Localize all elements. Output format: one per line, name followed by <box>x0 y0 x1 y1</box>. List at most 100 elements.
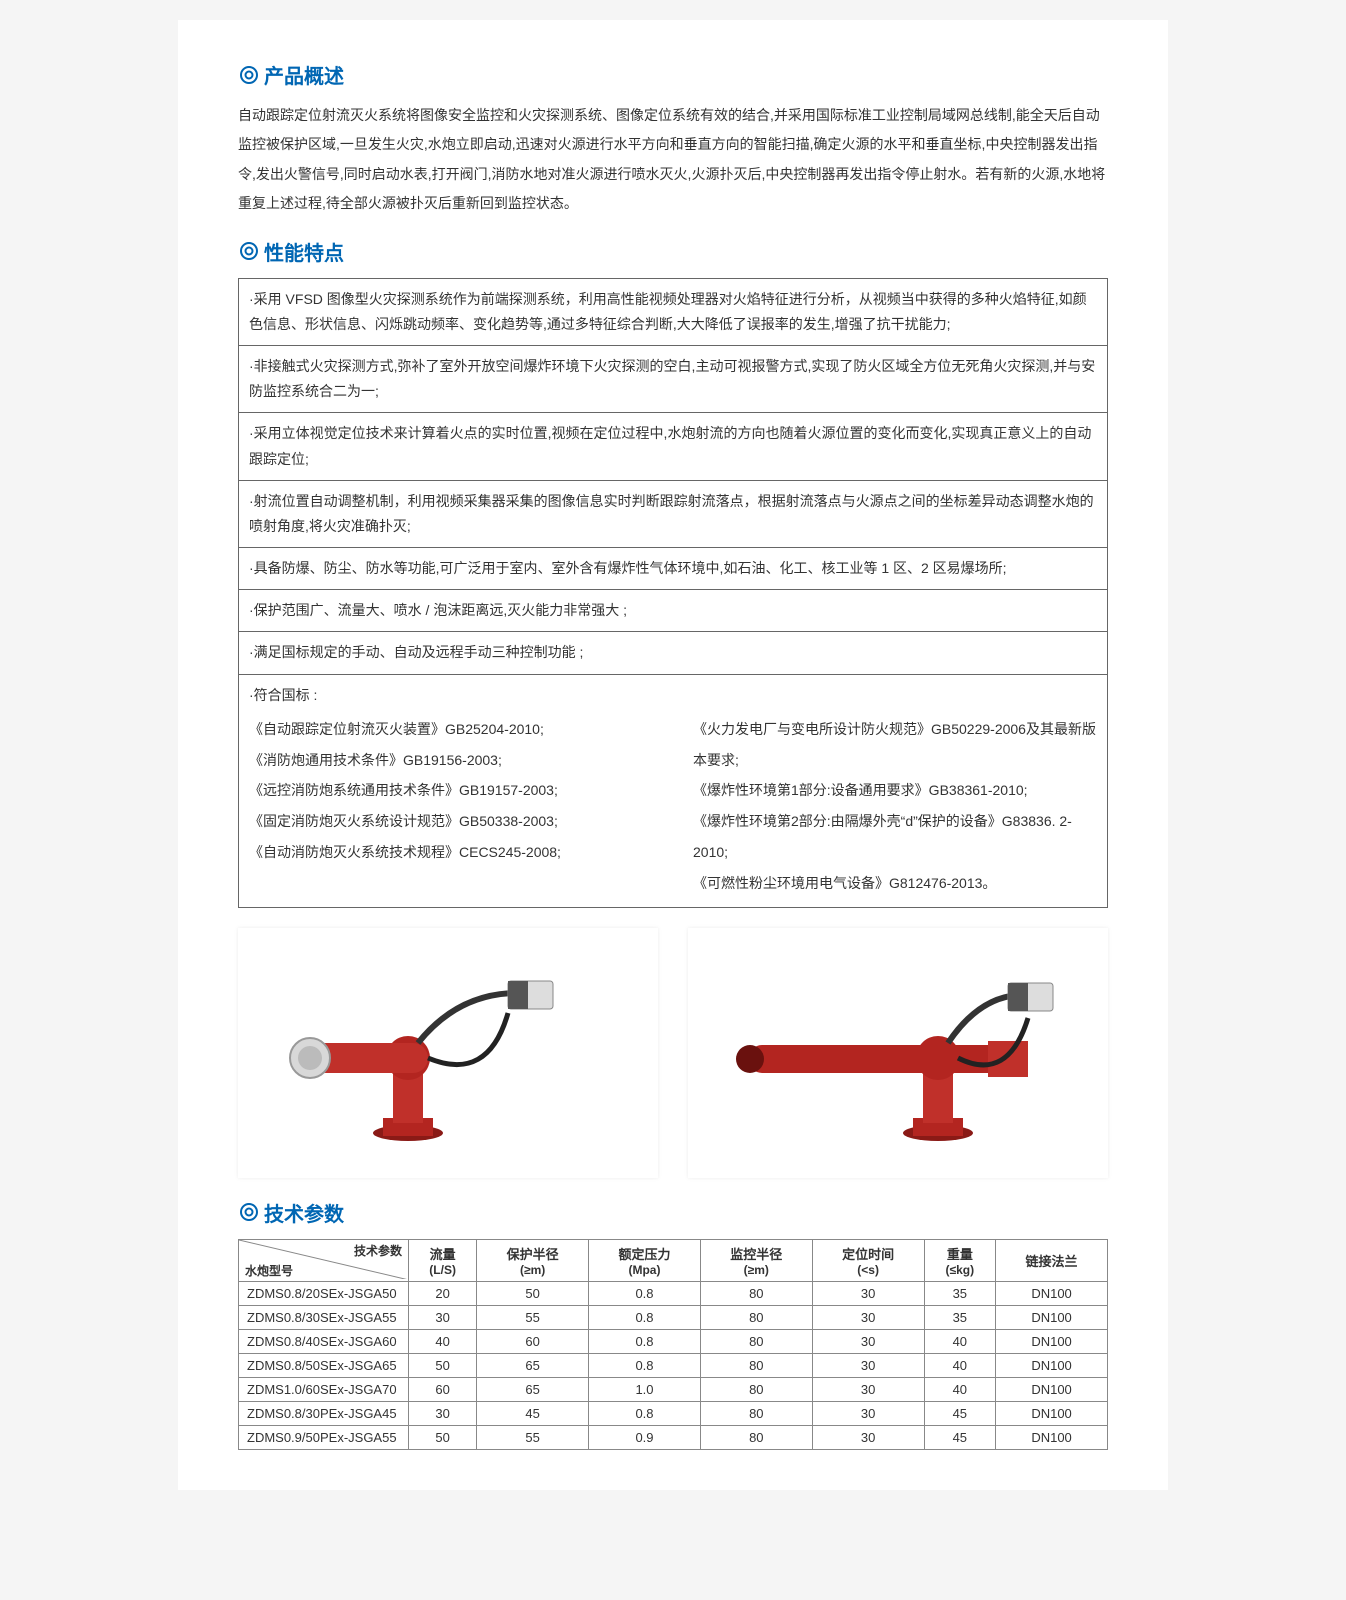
page-container: 产品概述 自动跟踪定位射流灭火系统将图像安全监控和火灾探测系统、图像定位系统有效… <box>178 20 1168 1490</box>
standard-item: 《爆炸性环境第2部分:由隔爆外壳“d”保护的设备》G83836. 2-2010; <box>693 806 1097 868</box>
feature-item: ·具备防爆、防尘、防水等功能,可广泛用于室内、室外含有爆炸性气体环境中,如石油、… <box>239 548 1107 590</box>
standards-intro: ·符合国标 : <box>249 683 1097 708</box>
standard-item: 《爆炸性环境第1部分:设备通用要求》GB38361-2010; <box>693 775 1097 806</box>
table-cell: 30 <box>812 1401 924 1425</box>
table-cell: 50 <box>409 1353 477 1377</box>
table-row: ZDMS0.8/30SEx-JSGA5530550.8803035DN100 <box>239 1305 1108 1329</box>
th-sub: (≥m) <box>707 1263 806 1277</box>
table-cell: 80 <box>700 1281 812 1305</box>
circle-dot-icon <box>238 1201 260 1223</box>
section-title-features: 性能特点 <box>238 237 1108 266</box>
table-cell: 60 <box>477 1329 589 1353</box>
table-cell: 80 <box>700 1425 812 1449</box>
diag-bottom-label: 水炮型号 <box>245 1262 293 1279</box>
circle-dot-icon <box>238 240 260 262</box>
table-cell: 60 <box>409 1377 477 1401</box>
feature-item: ·射流位置自动调整机制，利用视频采集器采集的图像信息实时判断跟踪射流落点，根据射… <box>239 481 1107 548</box>
standard-item: 《远控消防炮系统通用技术条件》GB19157-2003; <box>249 775 653 806</box>
table-cell: 40 <box>924 1329 996 1353</box>
table-row: ZDMS0.8/40SEx-JSGA6040600.8803040DN100 <box>239 1329 1108 1353</box>
table-cell-model: ZDMS0.8/40SEx-JSGA60 <box>239 1329 409 1353</box>
th-label: 定位时间 <box>819 1244 918 1263</box>
standard-item: 《固定消防炮灭火系统设计规范》GB50338-2003; <box>249 806 653 837</box>
table-cell: DN100 <box>996 1377 1108 1401</box>
th-sub: (<s) <box>819 1263 918 1277</box>
table-cell: 30 <box>812 1425 924 1449</box>
table-cell: 50 <box>409 1425 477 1449</box>
spec-table: 技术参数 水炮型号 流量(L/S) 保护半径(≥m) 额定压力(Mpa) 监控半… <box>238 1239 1108 1450</box>
spec-table-body: ZDMS0.8/20SEx-JSGA5020500.8803035DN100ZD… <box>239 1281 1108 1449</box>
table-cell: 80 <box>700 1329 812 1353</box>
table-cell: 30 <box>409 1401 477 1425</box>
table-cell: DN100 <box>996 1425 1108 1449</box>
table-cell: DN100 <box>996 1329 1108 1353</box>
table-cell: 80 <box>700 1377 812 1401</box>
table-header: 重量(≤kg) <box>924 1239 996 1281</box>
table-cell: 40 <box>924 1353 996 1377</box>
feature-item: ·保护范围广、流量大、喷水 / 泡沫距离远,灭火能力非常强大 ; <box>239 590 1107 632</box>
table-cell: 1.0 <box>589 1377 701 1401</box>
feature-item: ·采用立体视觉定位技术来计算着火点的实时位置,视频在定位过程中,水炮射流的方向也… <box>239 413 1107 480</box>
standard-item: 《火力发电厂与变电所设计防火规范》GB50229-2006及其最新版本要求; <box>693 714 1097 776</box>
cannon-illustration-icon <box>708 953 1088 1153</box>
feature-item: ·采用 VFSD 图像型火灾探测系统作为前端探测系统，利用高性能视频处理器对火焰… <box>239 279 1107 346</box>
features-box: ·采用 VFSD 图像型火灾探测系统作为前端探测系统，利用高性能视频处理器对火焰… <box>238 278 1108 908</box>
table-cell: 30 <box>812 1281 924 1305</box>
feature-item: ·非接触式火灾探测方式,弥补了室外开放空间爆炸环境下火灾探测的空白,主动可视报警… <box>239 346 1107 413</box>
table-header: 链接法兰 <box>996 1239 1108 1281</box>
th-sub: (L/S) <box>415 1263 470 1277</box>
table-cell: 80 <box>700 1353 812 1377</box>
cannon-illustration-icon <box>258 953 638 1153</box>
th-label: 流量 <box>415 1244 470 1263</box>
table-header: 流量(L/S) <box>409 1239 477 1281</box>
table-cell: 65 <box>477 1377 589 1401</box>
th-sub: (Mpa) <box>595 1263 694 1277</box>
product-image-right <box>688 928 1108 1178</box>
table-cell: 0.8 <box>589 1329 701 1353</box>
standard-item: 《可燃性粉尘环境用电气设备》G812476-2013。 <box>693 868 1097 899</box>
th-label: 保护半径 <box>483 1244 582 1263</box>
table-row: ZDMS1.0/60SEx-JSGA7060651.0803040DN100 <box>239 1377 1108 1401</box>
product-images-row <box>238 928 1108 1178</box>
table-header: 定位时间(<s) <box>812 1239 924 1281</box>
table-cell: 80 <box>700 1305 812 1329</box>
feature-item: ·满足国标规定的手动、自动及远程手动三种控制功能 ; <box>239 632 1107 674</box>
table-cell: 50 <box>477 1281 589 1305</box>
table-cell: 30 <box>812 1329 924 1353</box>
table-cell: DN100 <box>996 1281 1108 1305</box>
th-label: 重量 <box>931 1244 990 1263</box>
table-header-diagonal: 技术参数 水炮型号 <box>239 1239 409 1281</box>
table-cell-model: ZDMS0.8/30SEx-JSGA55 <box>239 1305 409 1329</box>
table-cell: DN100 <box>996 1401 1108 1425</box>
table-cell: 40 <box>924 1377 996 1401</box>
table-cell: 0.8 <box>589 1353 701 1377</box>
table-cell: 80 <box>700 1401 812 1425</box>
table-cell-model: ZDMS0.8/30PEx-JSGA45 <box>239 1401 409 1425</box>
table-cell: 45 <box>924 1425 996 1449</box>
table-header-row: 技术参数 水炮型号 流量(L/S) 保护半径(≥m) 额定压力(Mpa) 监控半… <box>239 1239 1108 1281</box>
table-cell: 0.8 <box>589 1401 701 1425</box>
standards-col-right: 《火力发电厂与变电所设计防火规范》GB50229-2006及其最新版本要求; 《… <box>693 714 1097 899</box>
th-sub: (≤kg) <box>931 1263 990 1277</box>
spec-table-head: 技术参数 水炮型号 流量(L/S) 保护半径(≥m) 额定压力(Mpa) 监控半… <box>239 1239 1108 1281</box>
section-title-text: 技术参数 <box>264 1198 344 1227</box>
product-image-left <box>238 928 658 1178</box>
table-cell: 0.9 <box>589 1425 701 1449</box>
table-header: 保护半径(≥m) <box>477 1239 589 1281</box>
section-title-text: 产品概述 <box>264 60 344 89</box>
standards-columns: 《自动跟踪定位射流灭火装置》GB25204-2010; 《消防炮通用技术条件》G… <box>249 714 1097 899</box>
table-header: 额定压力(Mpa) <box>589 1239 701 1281</box>
table-cell: DN100 <box>996 1353 1108 1377</box>
table-cell: 30 <box>812 1353 924 1377</box>
table-cell-model: ZDMS0.8/20SEx-JSGA50 <box>239 1281 409 1305</box>
table-cell-model: ZDMS0.9/50PEx-JSGA55 <box>239 1425 409 1449</box>
standards-col-left: 《自动跟踪定位射流灭火装置》GB25204-2010; 《消防炮通用技术条件》G… <box>249 714 653 899</box>
table-cell: 0.8 <box>589 1305 701 1329</box>
standard-item: 《自动跟踪定位射流灭火装置》GB25204-2010; <box>249 714 653 745</box>
table-cell: 0.8 <box>589 1281 701 1305</box>
table-cell: DN100 <box>996 1305 1108 1329</box>
section-title-text: 性能特点 <box>264 237 344 266</box>
th-label: 额定压力 <box>595 1244 694 1263</box>
table-cell: 30 <box>812 1377 924 1401</box>
table-cell: 45 <box>477 1401 589 1425</box>
